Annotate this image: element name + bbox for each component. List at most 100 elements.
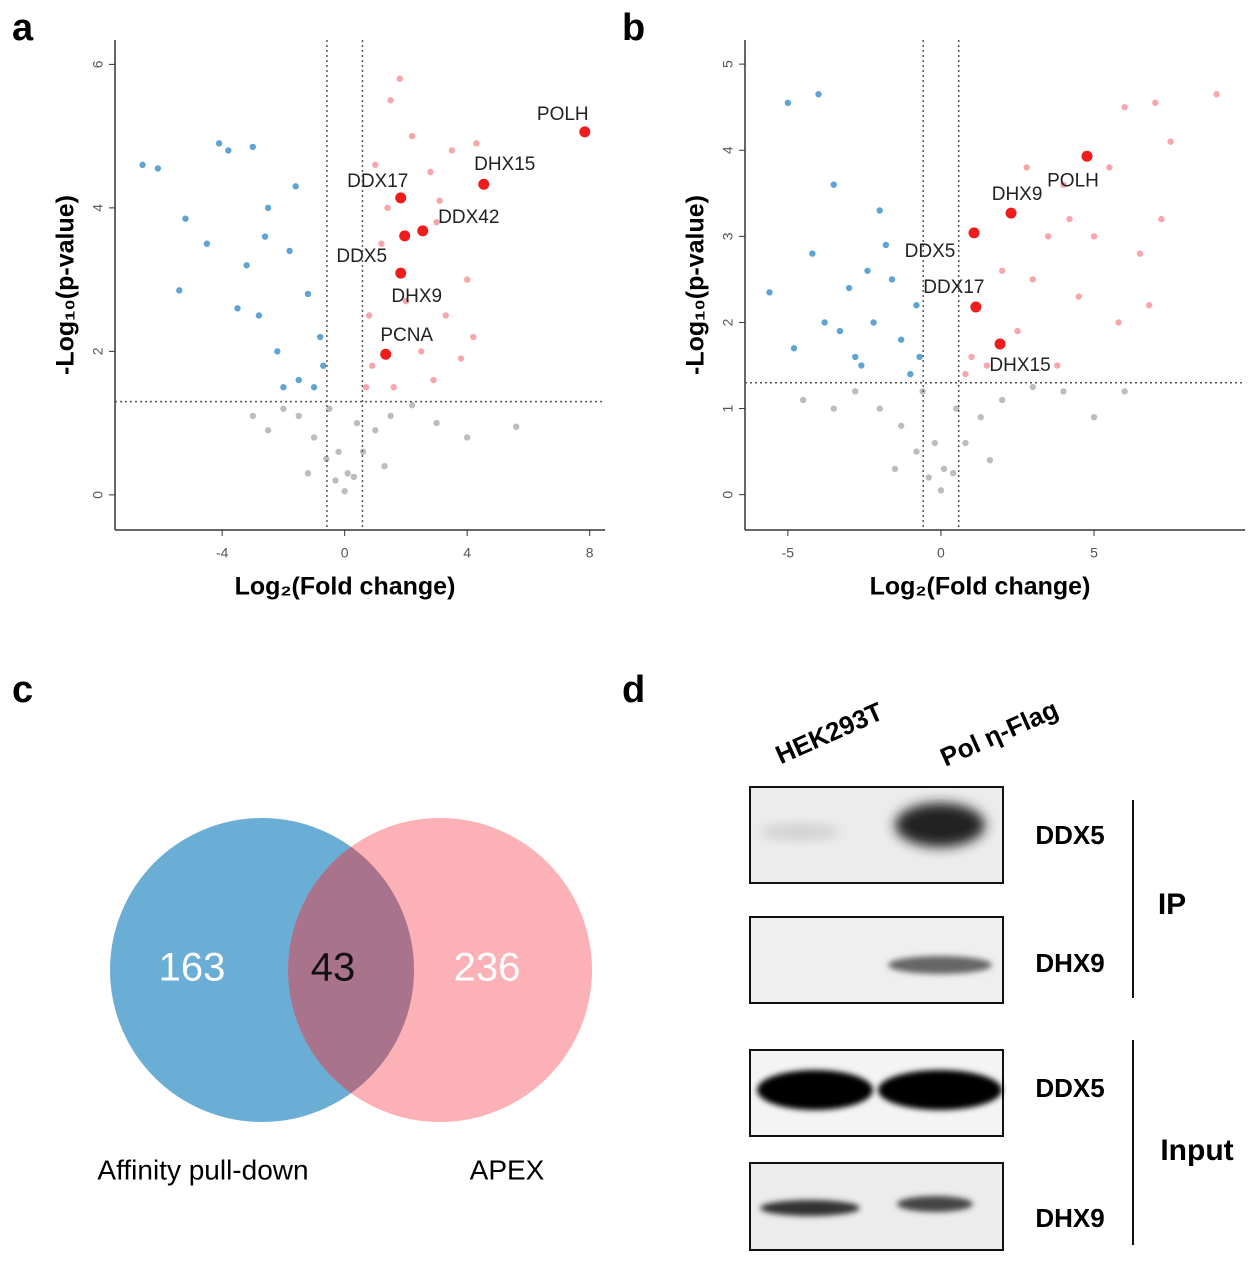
western-blot: HEK293T Pol η-Flag DDX5 DHX9 DDX5 DHX9 I… [749, 694, 1234, 1251]
band [757, 1070, 873, 1110]
panel-label: b [622, 7, 645, 49]
point [341, 488, 348, 495]
point [387, 412, 394, 420]
point [381, 462, 388, 470]
point [1060, 181, 1067, 188]
point [913, 448, 920, 455]
band [895, 803, 985, 847]
point [1158, 215, 1165, 223]
point [864, 267, 871, 274]
row-label: DDX5 [1035, 1073, 1104, 1103]
point [830, 181, 837, 188]
point [891, 465, 899, 473]
point [372, 427, 379, 434]
point [433, 419, 440, 427]
point-label: DHX9 [391, 286, 442, 307]
venn-overlap [288, 818, 414, 1122]
y-tick-label: 6 [90, 60, 106, 68]
point [280, 384, 287, 391]
point [1121, 103, 1128, 111]
highlight-point [417, 225, 429, 237]
point-label: DHX15 [989, 355, 1050, 376]
band [878, 1070, 1002, 1110]
point [876, 405, 883, 412]
point-label: DDX42 [438, 207, 499, 228]
point [261, 233, 269, 240]
point [882, 241, 890, 249]
point [836, 327, 844, 335]
venn-count: 236 [454, 946, 521, 990]
point [845, 284, 853, 292]
y-tick-label: 0 [720, 491, 736, 499]
point [907, 370, 914, 378]
point [1152, 99, 1159, 107]
row-label: DDX5 [1035, 820, 1104, 850]
point [295, 412, 302, 420]
highlight-point [994, 338, 1006, 350]
venn-count: 163 [159, 946, 226, 990]
point [1023, 164, 1030, 171]
point [473, 140, 480, 147]
venn-set-label: APEX [470, 1154, 545, 1185]
point [766, 289, 773, 296]
highlight-point [478, 178, 490, 190]
point [350, 473, 358, 481]
point [292, 183, 299, 190]
point [998, 267, 1006, 274]
point [442, 312, 449, 319]
point [1075, 293, 1082, 300]
point [418, 348, 425, 355]
y-tick-label: 2 [720, 318, 736, 326]
x-tick-label: -4 [216, 545, 229, 561]
panel-label: a [12, 7, 34, 49]
highlight-point [399, 230, 411, 242]
point-label: POLH [537, 104, 589, 125]
point [402, 297, 410, 305]
point [1115, 319, 1122, 326]
point [310, 384, 318, 391]
point [286, 247, 293, 255]
point [1014, 327, 1021, 335]
point [790, 345, 798, 352]
point [1167, 138, 1174, 145]
point [365, 312, 373, 319]
point [1121, 388, 1128, 395]
point [408, 401, 416, 409]
point [977, 413, 984, 421]
x-tick-label: 0 [937, 545, 945, 561]
point [243, 262, 250, 269]
point [815, 91, 822, 98]
highlight-point [395, 192, 407, 204]
point [852, 353, 859, 361]
point [1145, 302, 1153, 309]
highlight-point [380, 348, 392, 360]
point [1044, 233, 1052, 240]
point [1029, 383, 1037, 391]
x-tick-label: 5 [1090, 545, 1098, 561]
point [870, 319, 877, 326]
point [876, 207, 883, 214]
point [1213, 91, 1220, 98]
point [408, 132, 416, 140]
point [799, 396, 807, 404]
lane-label: HEK293T [771, 696, 888, 770]
x-tick-label: -5 [782, 545, 795, 561]
point [182, 215, 189, 222]
group-label: IP [1158, 888, 1186, 921]
point [1054, 362, 1061, 369]
point [784, 99, 792, 107]
point [234, 305, 241, 312]
point [362, 384, 370, 391]
point [387, 97, 394, 104]
point [913, 302, 920, 309]
band [760, 1200, 860, 1216]
point [953, 405, 960, 412]
x-tick-label: 8 [586, 545, 594, 561]
point-label: DHX15 [474, 154, 535, 175]
band [760, 825, 840, 839]
point [897, 422, 905, 429]
point [852, 388, 859, 395]
point [139, 161, 146, 169]
point-label: DHX9 [992, 184, 1043, 205]
